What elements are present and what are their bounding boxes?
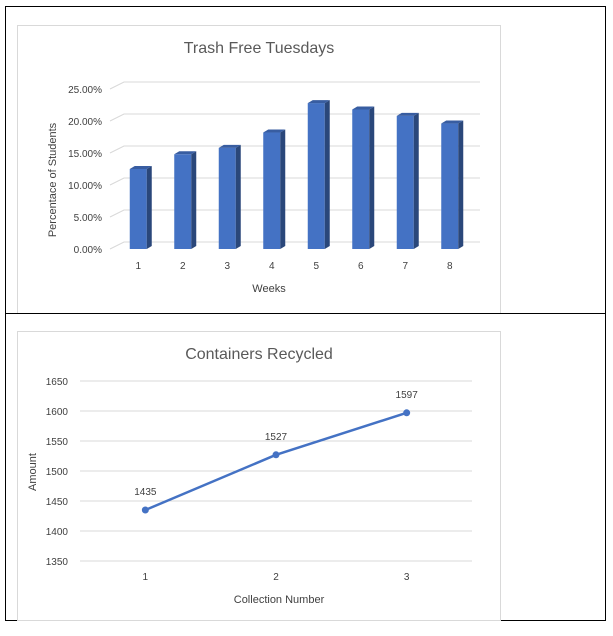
line-data-label: 1527 [265, 432, 288, 443]
line-chart-svg: Containers Recycled 1350 1400 1450 1500 1550… [27, 346, 472, 606]
bar [129, 166, 152, 249]
bar-chart-y-tick-label: 5.00% [74, 213, 102, 224]
bar-side [146, 166, 152, 249]
bar-chart-x-tick-label: 5 [313, 261, 319, 272]
line-chart-title: Containers Recycled [185, 346, 333, 363]
line-chart-y-tick-label: 1600 [46, 407, 69, 418]
bar-top [174, 151, 197, 155]
bar-chart-y-tick-label: 15.00% [68, 149, 102, 160]
bar [218, 144, 241, 249]
bar-front [396, 115, 414, 249]
line-chart-y-tick-label: 1500 [46, 467, 69, 478]
top-chart-frame: Trash Free Tuesdays 0.00% 5.00% 10.00% 15.0… [5, 6, 606, 315]
bar-front [307, 103, 325, 249]
bar-front [218, 147, 236, 249]
bar [174, 151, 197, 249]
bar-chart-title: Trash Free Tuesdays [184, 40, 335, 57]
bar [352, 106, 375, 249]
bar [307, 100, 330, 249]
bar-front [129, 169, 147, 249]
bar-chart-gridline [109, 81, 480, 90]
bar-chart-x-tick-label: 2 [180, 261, 186, 272]
line-chart-y-tick-label: 1400 [46, 527, 69, 538]
bar-chart-x-tick-label: 7 [402, 261, 408, 272]
bar-top [129, 166, 152, 169]
bar-top [307, 100, 330, 104]
line-chart-x-tick-label: 1 [143, 572, 149, 583]
bar-top [396, 112, 419, 116]
line-point [141, 506, 149, 514]
bar-front [263, 132, 281, 249]
bar-chart-gridline [109, 113, 480, 122]
bar-side [413, 112, 419, 249]
line-chart-y-tick-label: 1350 [46, 557, 69, 568]
bar-chart-y-axis-label: Percentace of Students [47, 122, 59, 237]
bar-top [352, 106, 375, 110]
bar-chart-y-tick-label: 25.00% [68, 85, 102, 96]
bar-chart-gridline [109, 209, 480, 218]
bar [263, 129, 286, 249]
bar-front [441, 123, 459, 249]
bar-chart-x-axis-label: Weeks [252, 283, 286, 295]
bar-chart-svg: Trash Free Tuesdays 0.00% 5.00% 10.00% 15.0… [47, 40, 480, 295]
line-data-label: 1597 [396, 390, 419, 401]
bar-front [352, 109, 370, 249]
bar-chart-gridline [109, 145, 480, 154]
line-chart-y-tick-label: 1450 [46, 497, 69, 508]
bar-side [191, 151, 197, 249]
line-chart-x-tick-label: 2 [273, 572, 279, 583]
line-point [272, 451, 280, 459]
bar-chart-x-tick-label: 1 [135, 261, 141, 272]
bar-chart-gridline [109, 177, 480, 186]
bar-chart-x-tick-label: 3 [224, 261, 230, 272]
line-point [403, 409, 411, 417]
bar-top [218, 144, 241, 148]
bar-side [280, 129, 286, 249]
bar [441, 120, 464, 249]
bar-front [174, 154, 192, 249]
bar-chart-x-tick-label: 4 [269, 261, 275, 272]
line-chart-y-axis-label: Amount [27, 453, 39, 491]
bar [396, 112, 419, 249]
line-chart-area: Containers Recycled 1350 1400 1450 1500 1550… [17, 331, 501, 621]
bar-side [369, 106, 375, 249]
bar-chart-y-tick-label: 0.00% [74, 245, 102, 256]
bar-chart-x-tick-label: 6 [358, 261, 364, 272]
line-chart-y-tick-label: 1550 [46, 437, 69, 448]
bar-top [263, 129, 286, 133]
line-data-label: 1435 [134, 487, 157, 498]
line-chart-y-tick-label: 1650 [46, 377, 69, 388]
line-series [144, 411, 408, 512]
bottom-chart-frame: Containers Recycled 1350 1400 1450 1500 1550… [5, 313, 606, 621]
line-chart-x-tick-label: 3 [404, 572, 410, 583]
bar-top [441, 120, 464, 124]
bar-side [235, 144, 241, 249]
bar-chart-x-tick-label: 8 [447, 261, 453, 272]
bar-chart-y-tick-label: 10.00% [68, 181, 102, 192]
bar-side [458, 120, 464, 249]
bar-chart-area: Trash Free Tuesdays 0.00% 5.00% 10.00% 15.0… [17, 25, 501, 315]
line-chart-x-axis-label: Collection Number [234, 594, 325, 606]
bar-side [324, 100, 330, 249]
bar-chart-gridline [109, 241, 480, 250]
bar-chart-y-tick-label: 20.00% [68, 117, 102, 128]
